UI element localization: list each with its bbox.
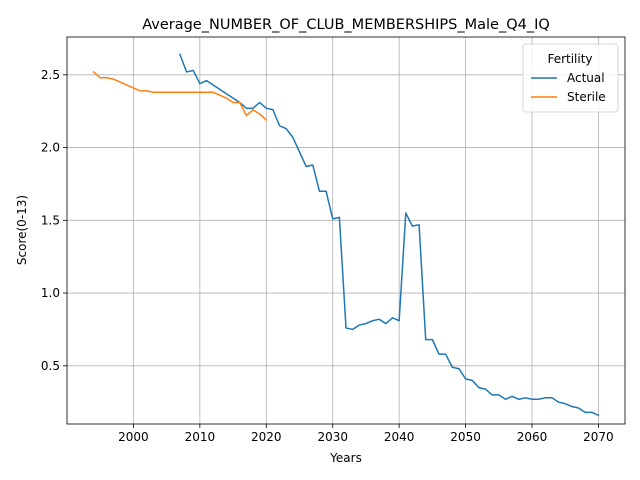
y-axis-title: Score(0-13) <box>15 195 29 265</box>
series-line-sterile <box>92 70 268 121</box>
x-tick-label: 2030 <box>317 430 348 444</box>
y-tick-label: 2.0 <box>41 141 60 155</box>
x-tick-label: 2010 <box>185 430 216 444</box>
legend-label-sterile: Sterile <box>567 90 606 104</box>
x-tick-label: 2070 <box>583 430 614 444</box>
x-axis: 2000 2010 2020 2030 2040 2050 2060 2070 <box>118 424 614 444</box>
x-tick-label: 2020 <box>251 430 282 444</box>
legend: Fertility Actual Sterile <box>522 43 619 113</box>
plot-area-frame <box>66 36 626 425</box>
y-tick-label: 1.5 <box>41 213 60 227</box>
x-tick-label: 2040 <box>384 430 415 444</box>
y-axis: 0.5 1.0 1.5 2.0 2.5 <box>41 68 67 373</box>
legend-box <box>522 43 619 113</box>
series-layer <box>92 53 600 417</box>
x-tick-label: 2000 <box>118 430 149 444</box>
y-tick-label: 0.5 <box>41 359 60 373</box>
y-tick-label: 1.0 <box>41 286 60 300</box>
legend-title: Fertility <box>547 52 592 66</box>
legend-label-actual: Actual <box>567 71 605 85</box>
x-axis-title: Years <box>329 451 362 465</box>
legend-items: Actual Sterile <box>531 71 606 104</box>
chart-title: Average_NUMBER_OF_CLUB_MEMBERSHIPS_Male_… <box>142 17 550 33</box>
x-tick-label: 2050 <box>450 430 481 444</box>
series-line-actual <box>178 53 600 417</box>
y-tick-label: 2.5 <box>41 68 60 82</box>
x-tick-label: 2060 <box>517 430 548 444</box>
